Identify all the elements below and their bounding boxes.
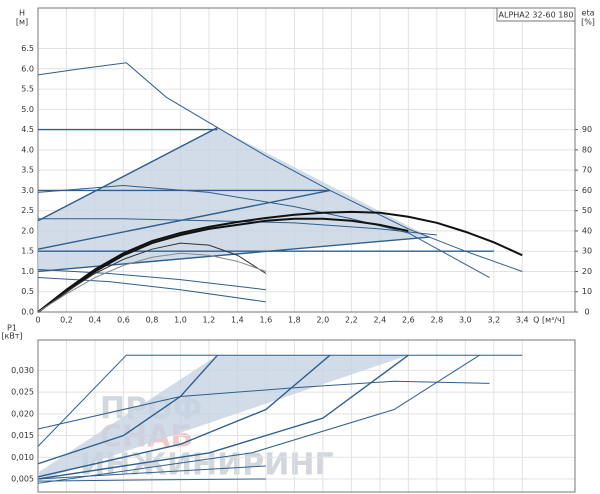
curve bbox=[37, 62, 523, 272]
y-tick-label: 0.0 bbox=[21, 308, 34, 317]
y2-axis-label: eta bbox=[582, 9, 595, 18]
x-tick-label: 0,6 bbox=[117, 316, 130, 325]
x-tick-label: 1,6 bbox=[260, 316, 273, 325]
curve bbox=[38, 218, 437, 236]
curve bbox=[37, 354, 523, 447]
y-tick-label: 0,020 bbox=[11, 409, 34, 418]
plot-frame bbox=[37, 339, 576, 493]
curve bbox=[37, 465, 266, 480]
y-tick-label: 2.0 bbox=[21, 226, 34, 235]
y2-tick-label: 40 bbox=[582, 226, 592, 235]
y2-tick-label: 20 bbox=[582, 267, 592, 276]
x-tick-label: 2,2 bbox=[345, 316, 358, 325]
x-tick-label: 1,8 bbox=[288, 316, 301, 325]
y-tick-label: 2.5 bbox=[21, 206, 34, 215]
chart-title: ALPHA2 32-60 180 bbox=[499, 11, 574, 20]
y-axis-unit: [кВт] bbox=[1, 332, 22, 341]
curve bbox=[37, 354, 331, 478]
y2-tick-label: 80 bbox=[582, 145, 592, 154]
x-tick-label: 3,0 bbox=[459, 316, 472, 325]
curve bbox=[37, 354, 218, 465]
x-tick-label: 1,0 bbox=[174, 316, 187, 325]
x-tick-label: 3,4 bbox=[516, 316, 529, 325]
area bbox=[38, 355, 409, 482]
y2-tick-label: 10 bbox=[582, 287, 592, 296]
y-tick-label: 1.5 bbox=[21, 247, 34, 256]
y-axis-unit: [м] bbox=[16, 18, 28, 27]
curve bbox=[37, 354, 409, 480]
curve bbox=[37, 268, 266, 291]
y-tick-label: 5.0 bbox=[21, 105, 34, 114]
y-tick-label: 0.5 bbox=[21, 287, 34, 296]
x-tick-label: 0,8 bbox=[146, 316, 159, 325]
x-tick-label: 2,6 bbox=[402, 316, 415, 325]
y-tick-label: 5.5 bbox=[21, 85, 34, 94]
y-tick-label: 0,005 bbox=[11, 474, 34, 483]
x-tick-label: 3,2 bbox=[487, 316, 500, 325]
x-tick-label: 2,8 bbox=[430, 316, 443, 325]
curve bbox=[37, 277, 266, 303]
x-tick-label: 0,2 bbox=[60, 316, 73, 325]
title-box bbox=[496, 7, 576, 22]
y2-axis-unit: [%] bbox=[581, 18, 595, 27]
y-tick-label: 1.0 bbox=[21, 267, 34, 276]
y-tick-label: 4.0 bbox=[21, 145, 34, 154]
curve bbox=[37, 126, 218, 222]
y-tick-label: 0,010 bbox=[11, 453, 34, 462]
curve bbox=[37, 210, 523, 313]
y2-tick-label: 60 bbox=[582, 186, 592, 195]
y-axis-label: P1 bbox=[7, 324, 17, 333]
x-tick-label: 1,4 bbox=[231, 316, 244, 325]
area bbox=[38, 127, 430, 272]
y-axis-label: H bbox=[19, 9, 25, 18]
x-axis-label: Q [м³/ч] bbox=[533, 316, 565, 325]
curve bbox=[37, 242, 267, 313]
curve bbox=[37, 185, 490, 278]
plot-frame bbox=[37, 7, 576, 313]
x-tick-label: 0 bbox=[35, 316, 40, 325]
y-tick-label: 3.0 bbox=[21, 186, 34, 195]
curve bbox=[37, 478, 266, 482]
y-tick-label: 6.0 bbox=[21, 64, 34, 73]
curve bbox=[37, 217, 409, 313]
x-tick-label: 2,0 bbox=[317, 316, 330, 325]
y-tick-label: 3.5 bbox=[21, 166, 34, 175]
curve bbox=[37, 380, 490, 430]
y2-tick-label: 90 bbox=[582, 125, 592, 134]
curve bbox=[37, 252, 267, 313]
x-tick-label: 0,4 bbox=[89, 316, 102, 325]
y2-tick-label: 50 bbox=[582, 206, 592, 215]
y-tick-label: 4.5 bbox=[21, 125, 34, 134]
y-tick-label: 0,025 bbox=[11, 388, 34, 397]
y-tick-label: 6.5 bbox=[21, 44, 34, 53]
x-tick-label: 2,4 bbox=[373, 316, 386, 325]
y2-tick-label: 0 bbox=[584, 308, 589, 317]
y-tick-label: 0,015 bbox=[11, 431, 34, 440]
y2-tick-label: 30 bbox=[582, 247, 592, 256]
y2-tick-label: 70 bbox=[582, 166, 592, 175]
y-tick-label: 0,030 bbox=[11, 366, 34, 375]
x-tick-label: 1,2 bbox=[203, 316, 216, 325]
